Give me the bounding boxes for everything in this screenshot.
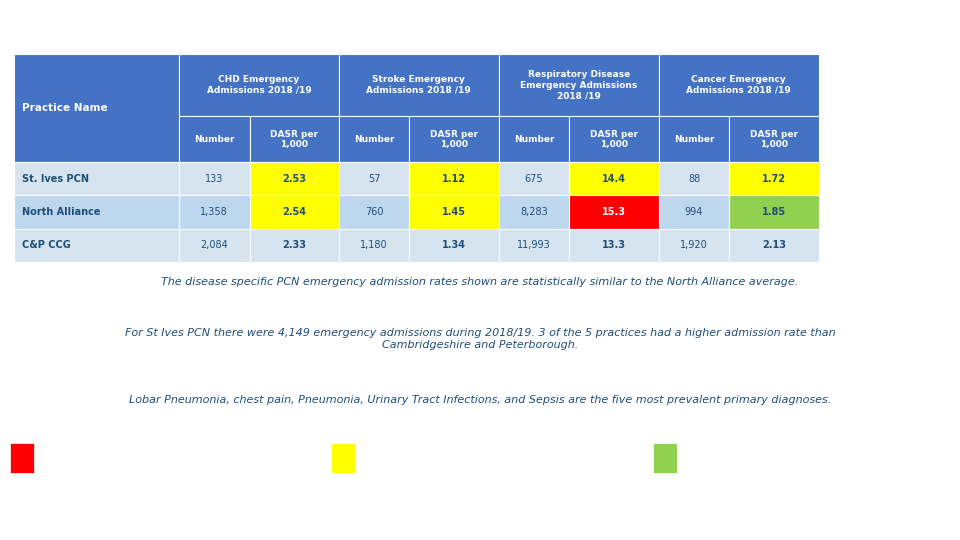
Bar [730,195,819,228]
Text: Practice Name: Practice Name [22,103,108,113]
Text: statistically significantly higher than next level in hierarchy: statistically significantly higher than … [40,453,331,463]
Bar [409,195,499,228]
Bar [730,117,819,162]
Text: 11,993: 11,993 [517,240,551,250]
Text: 1.72: 1.72 [762,174,786,184]
Text: 13.3: 13.3 [602,240,626,250]
Bar [659,195,730,228]
Text: 57: 57 [368,174,380,184]
Text: St. Ives PCN: St. Ives PCN [22,174,89,184]
Text: Disease Specific Emergency Hospital Admission Rates: Disease Specific Emergency Hospital Admi… [12,16,558,34]
Bar [499,54,659,117]
Bar [339,195,409,228]
Text: statistically similar to next level in hierarchy: statistically similar to next level in h… [362,453,580,463]
Bar [569,195,659,228]
Text: statistically significantly lower than next level in hierarchy: statistically significantly lower than n… [684,453,960,463]
Text: DASR per
1,000: DASR per 1,000 [750,130,798,149]
Text: DASR per
1,000: DASR per 1,000 [430,130,478,149]
Text: 2,084: 2,084 [201,240,228,250]
Text: 14.4: 14.4 [602,174,626,184]
Text: DASR per
1,000: DASR per 1,000 [590,130,638,149]
Bar [179,195,250,228]
Bar [499,195,569,228]
Text: For St Ives PCN there were 4,149 emergency admissions during 2018/19. 3 of the 5: For St Ives PCN there were 4,149 emergen… [125,328,835,350]
Text: Source: C&P PHI, from HED Tool, 2018/19; Cambridgeshire and Peterborough "All Tr: Source: C&P PHI, from HED Tool, 2018/19;… [10,523,408,532]
Bar [409,228,499,262]
Text: 8,283: 8,283 [520,207,548,217]
Bar [179,54,339,117]
Bar [730,228,819,262]
Bar [339,54,499,117]
Text: DASR per
1,000: DASR per 1,000 [270,130,318,149]
Bar [339,162,409,195]
Bar [659,162,730,195]
Bar [14,162,179,195]
Bar [499,162,569,195]
Text: Cancer Emergency
Admissions 2018 /19: Cancer Emergency Admissions 2018 /19 [686,76,791,95]
Bar [331,443,355,472]
Text: 1,920: 1,920 [680,240,708,250]
Bar [653,443,677,472]
Bar [569,228,659,262]
Text: Number: Number [194,135,234,144]
Text: Stroke Emergency
Admissions 2018 /19: Stroke Emergency Admissions 2018 /19 [367,76,471,95]
Text: 675: 675 [525,174,543,184]
Text: 760: 760 [365,207,383,217]
Bar [659,54,819,117]
Text: 1,358: 1,358 [201,207,228,217]
Text: 1,180: 1,180 [360,240,388,250]
Text: Note: DASR = Directly age standardised rate per 1,000 population, reference popu: Note: DASR = Directly age standardised r… [10,502,581,511]
Bar [179,117,250,162]
Text: North Alliance: North Alliance [22,207,101,217]
Bar [569,162,659,195]
Bar [14,54,179,162]
Text: 133: 133 [205,174,224,184]
Text: CHD Emergency
Admissions 2018 /19: CHD Emergency Admissions 2018 /19 [206,76,311,95]
Bar [14,195,179,228]
Bar [250,162,339,195]
Text: 15.3: 15.3 [602,207,626,217]
Bar [339,228,409,262]
Bar [659,117,730,162]
Bar [339,117,409,162]
Bar [250,117,339,162]
Text: 2.54: 2.54 [282,207,306,217]
Bar [179,162,250,195]
Text: 1.34: 1.34 [443,240,467,250]
Bar [499,228,569,262]
Text: Respiratory Disease
Emergency Admissions
2018 /19: Respiratory Disease Emergency Admissions… [520,70,637,100]
Text: The disease specific PCN emergency admission rates shown are statistically simil: The disease specific PCN emergency admis… [161,278,799,287]
Text: Number: Number [514,135,554,144]
Bar [14,228,179,262]
Bar [409,117,499,162]
Bar [179,228,250,262]
Bar [730,162,819,195]
Text: 1.85: 1.85 [762,207,786,217]
Text: 994: 994 [684,207,704,217]
Bar [409,162,499,195]
Text: 2.13: 2.13 [762,240,786,250]
Text: Lobar Pneumonia, chest pain, Pneumonia, Urinary Tract Infections, and Sepsis are: Lobar Pneumonia, chest pain, Pneumonia, … [129,395,831,405]
Bar [659,228,730,262]
Text: 1.12: 1.12 [443,174,467,184]
Text: C&P CCG: C&P CCG [22,240,71,250]
Text: 2.33: 2.33 [282,240,306,250]
Text: 2.53: 2.53 [282,174,306,184]
Bar [569,117,659,162]
Bar [250,195,339,228]
Bar [499,117,569,162]
Text: 1.45: 1.45 [443,207,467,217]
Text: 88: 88 [688,174,700,184]
Text: Number: Number [674,135,714,144]
Bar [250,228,339,262]
Text: Number: Number [354,135,395,144]
Bar [10,443,34,472]
